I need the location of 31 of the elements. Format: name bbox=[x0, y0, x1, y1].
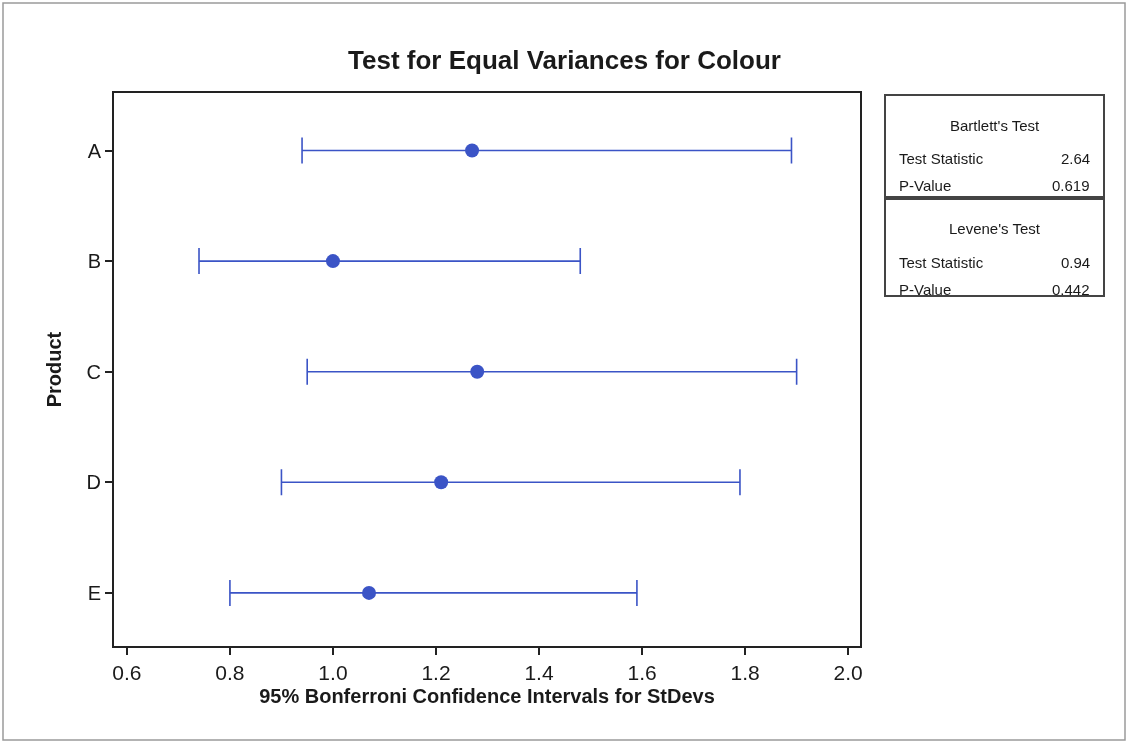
text: P-Value bbox=[899, 177, 952, 194]
y-axis-title: Product bbox=[42, 331, 65, 408]
text: Test Statistic bbox=[899, 254, 984, 271]
text: Test Statistic bbox=[899, 150, 984, 167]
x-axis-title: 95% Bonferroni Confidence Intervals for StDevs bbox=[259, 685, 715, 708]
point bbox=[470, 364, 485, 379]
text: 0.94 bbox=[1061, 254, 1091, 271]
text: 2.64 bbox=[1061, 150, 1091, 167]
x-tick-label: 1.6 bbox=[627, 661, 657, 685]
text: P-Value bbox=[899, 281, 952, 298]
text: 0.442 bbox=[1052, 281, 1090, 298]
x-tick-label: 1.8 bbox=[730, 661, 760, 685]
point bbox=[465, 143, 480, 158]
chart-title: Test for Equal Variances for Colour bbox=[348, 45, 781, 76]
y-tick-label: D bbox=[86, 471, 101, 494]
x-tick-label: 1.2 bbox=[421, 661, 451, 685]
y-tick-label: B bbox=[87, 250, 101, 273]
y-tick-label: A bbox=[87, 139, 102, 162]
y-tick-label: E bbox=[87, 581, 101, 604]
text: Levene's Test bbox=[949, 220, 1041, 237]
point bbox=[362, 585, 377, 600]
text: 0.619 bbox=[1052, 177, 1090, 194]
x-tick-label: 1.4 bbox=[524, 661, 554, 685]
x-tick-label: 1.0 bbox=[318, 661, 348, 685]
point bbox=[325, 254, 340, 269]
text: Bartlett's Test bbox=[950, 117, 1041, 134]
y-tick-label: C bbox=[86, 360, 101, 383]
point bbox=[434, 475, 449, 490]
x-tick-label: 2.0 bbox=[833, 661, 863, 685]
x-tick-label: 0.6 bbox=[112, 661, 142, 685]
x-tick-label: 0.8 bbox=[215, 661, 245, 685]
